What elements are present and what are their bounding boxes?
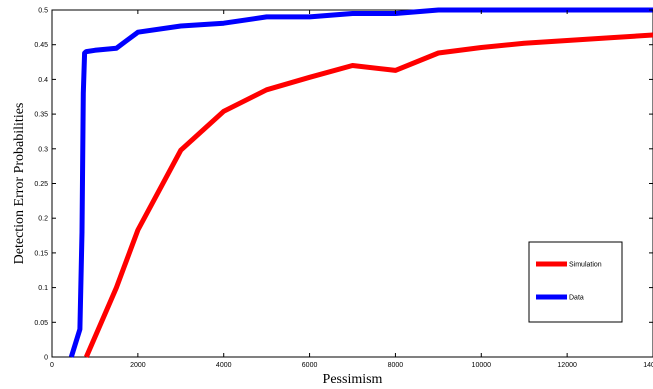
- y-tick-label: 0.3: [38, 146, 48, 153]
- y-tick-label: 0.35: [34, 112, 48, 119]
- x-tick-label: 4000: [216, 362, 232, 369]
- y-tick-label: 0.15: [34, 250, 48, 257]
- y-tick-label: 0.1: [38, 285, 48, 292]
- y-tick-label: 0.05: [34, 320, 48, 327]
- y-tick-label: 0.2: [38, 216, 48, 223]
- y-tick-label: 0.25: [34, 181, 48, 188]
- y-tick-label: 0: [44, 355, 48, 362]
- x-tick-label: 6000: [302, 362, 318, 369]
- x-axis-title: Pessimism: [323, 372, 383, 387]
- series-line-data: [68, 7, 653, 358]
- y-tick-label: 0.45: [34, 42, 48, 49]
- legend-box: [528, 241, 623, 323]
- series-line-simulation: [84, 32, 653, 358]
- axes: 0 2000 4000 6000 8000 10000 12000 14000 0 0.05 0.1…: [34, 8, 653, 369]
- x-tick-label: 12000: [557, 362, 577, 369]
- x-tick-label: 14000: [643, 362, 653, 369]
- legend-label-data: Data: [569, 295, 584, 302]
- legend-label-simulation: Simulation: [569, 262, 602, 269]
- y-axis-title: Detection Error Probabilities: [12, 103, 27, 265]
- y-tick-label: 0.4: [38, 77, 48, 84]
- x-tick-label: 0: [50, 362, 54, 369]
- x-tick-label: 10000: [472, 362, 492, 369]
- x-tick-label: 2000: [130, 362, 146, 369]
- x-tick-label: 8000: [388, 362, 404, 369]
- y-tick-label: 0.5: [38, 8, 48, 15]
- legend: Simulation Data: [528, 241, 623, 323]
- series-layer: [68, 7, 653, 358]
